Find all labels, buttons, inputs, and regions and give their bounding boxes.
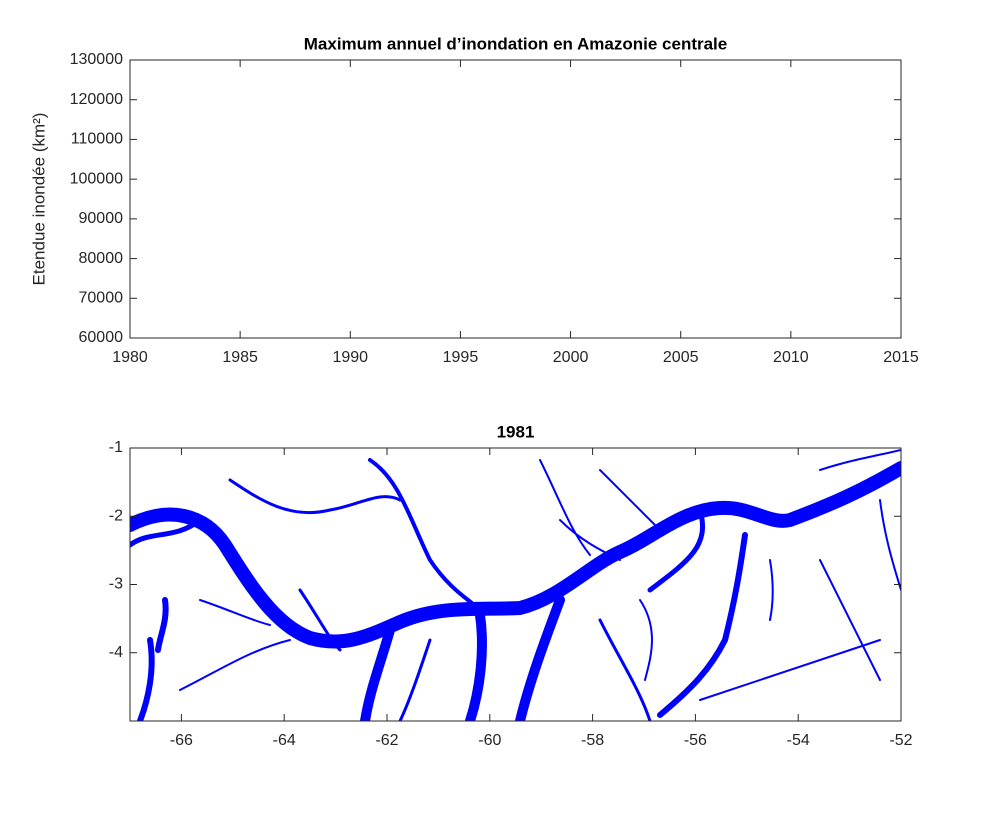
y-tick-label: -2 [109, 507, 123, 524]
x-tick-label: 2010 [773, 349, 809, 366]
y-tick-label: 110000 [71, 131, 123, 148]
x-tick-label: 1980 [112, 349, 148, 366]
x-tick-label: -64 [273, 732, 296, 749]
x-tick-label: 2005 [663, 349, 699, 366]
x-tick-label: -60 [478, 732, 501, 749]
y-tick-label: -1 [109, 439, 123, 456]
x-tick-label: 2015 [883, 349, 919, 366]
y-tick-label: 130000 [70, 51, 123, 68]
x-tick-label: -56 [684, 732, 707, 749]
y-tick-label: 120000 [70, 91, 123, 108]
x-tick-label: 2000 [553, 349, 589, 366]
y-tick-label: 90000 [79, 210, 124, 227]
chart-title: 1981 [497, 422, 535, 441]
chart-title: Maximum annuel d’inondation en Amazonie … [304, 34, 728, 53]
x-tick-label: -58 [581, 732, 604, 749]
axes-frame [129, 59, 902, 339]
y-tick-label: -3 [109, 576, 123, 593]
x-tick-label: -52 [889, 732, 912, 749]
x-tick-label: -62 [375, 732, 398, 749]
y-tick-label: 80000 [79, 250, 124, 267]
flood-map [130, 449, 901, 721]
x-tick-label: 1985 [222, 349, 258, 366]
x-tick-label: 1990 [332, 349, 368, 366]
y-tick-label: -4 [109, 644, 123, 661]
y-tick-label: 70000 [79, 290, 124, 307]
y-tick-label: 60000 [79, 329, 124, 346]
y-tick-label: 100000 [70, 170, 123, 187]
y-axis-label: Etendue inondée (km²) [29, 113, 48, 286]
x-tick-label: -66 [170, 732, 193, 749]
x-tick-label: 1995 [443, 349, 479, 366]
x-tick-label: -54 [787, 732, 810, 749]
